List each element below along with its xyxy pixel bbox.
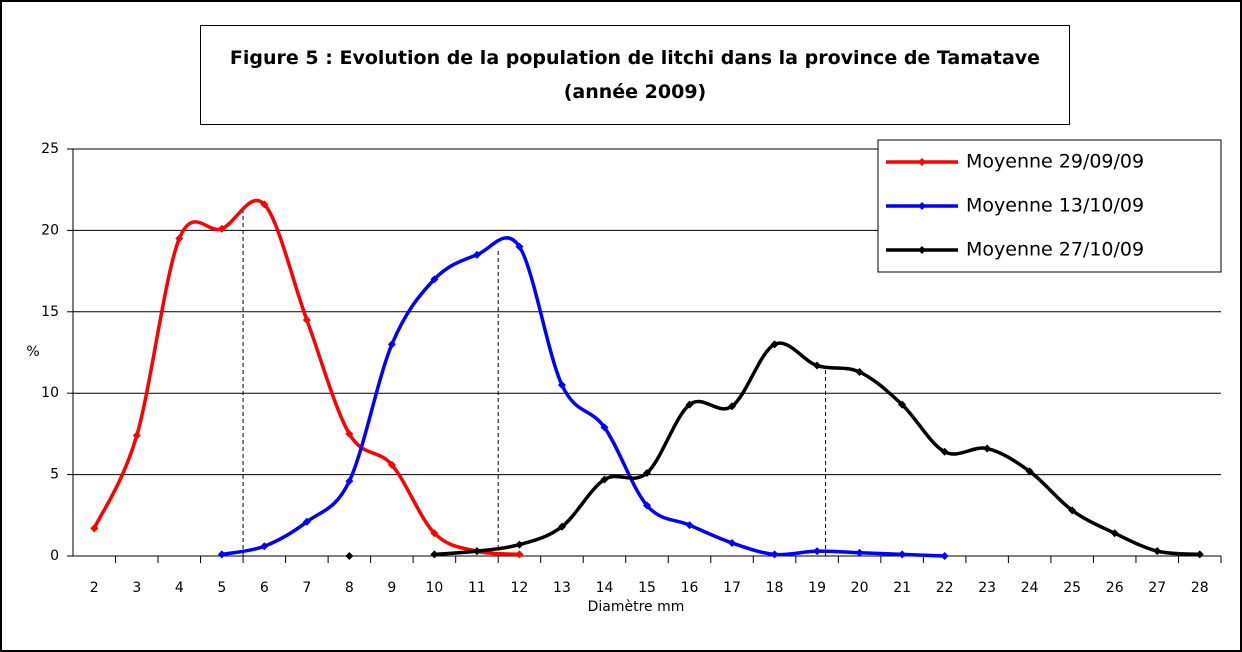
marker	[728, 538, 737, 547]
x-tick-label: 6	[260, 580, 269, 596]
x-tick-label: 24	[1021, 580, 1039, 596]
marker	[557, 381, 566, 390]
marker	[728, 402, 737, 411]
x-tick-label: 4	[175, 580, 184, 596]
marker	[302, 517, 311, 526]
marker	[260, 200, 269, 209]
x-tick-label: 15	[638, 580, 656, 596]
marker	[515, 540, 524, 549]
y-tick-label: 10	[41, 385, 59, 401]
x-tick-label: 8	[345, 580, 354, 596]
marker	[600, 423, 609, 432]
y-tick-label: 20	[41, 222, 59, 238]
y-axis-label: %	[26, 344, 39, 360]
x-tick-label: 13	[553, 580, 571, 596]
x-tick-label: 27	[1148, 580, 1166, 596]
x-tick-label: 7	[302, 580, 311, 596]
legend-label: Moyenne 13/10/09	[966, 195, 1144, 217]
marker	[643, 468, 651, 477]
marker	[770, 340, 779, 349]
marker	[898, 550, 907, 559]
marker	[898, 400, 907, 409]
marker	[260, 542, 269, 551]
marker	[1025, 467, 1034, 476]
legend-label: Moyenne 29/09/09	[966, 151, 1144, 173]
marker	[1110, 529, 1119, 538]
marker	[1195, 550, 1204, 559]
marker	[387, 460, 396, 469]
marker	[1068, 506, 1077, 515]
marker	[643, 501, 651, 510]
x-tick-label: 25	[1063, 580, 1081, 596]
y-tick-label: 5	[50, 467, 59, 483]
marker	[345, 552, 354, 560]
marker	[472, 250, 481, 259]
marker	[600, 475, 609, 484]
x-tick-label: 20	[851, 580, 869, 596]
x-tick-label: 11	[468, 580, 486, 596]
marker	[430, 275, 439, 284]
marker	[685, 521, 694, 530]
x-tick-label: 18	[766, 580, 784, 596]
series-line	[92, 198, 520, 557]
x-tick-label: 3	[132, 580, 141, 596]
marker	[302, 315, 311, 324]
legend-marker	[918, 158, 926, 166]
x-tick-label: 22	[936, 580, 954, 596]
legend-label: Moyenne 27/10/09	[966, 239, 1144, 261]
marker	[472, 547, 481, 556]
marker	[770, 550, 779, 559]
marker	[983, 444, 992, 453]
legend-marker	[918, 246, 926, 254]
x-tick-label: 23	[978, 580, 996, 596]
marker	[557, 522, 566, 531]
marker	[387, 340, 396, 349]
x-tick-label: 14	[596, 580, 614, 596]
y-tick-label: 25	[41, 141, 59, 157]
x-tick-label: 28	[1191, 580, 1209, 596]
x-tick-label: 5	[217, 580, 226, 596]
marker	[345, 477, 354, 486]
marker	[1153, 547, 1162, 556]
marker	[515, 550, 524, 559]
series-line	[434, 341, 1200, 557]
marker	[132, 431, 141, 440]
marker	[90, 524, 99, 533]
x-tick-label: 10	[425, 580, 443, 596]
x-tick-label: 21	[893, 580, 911, 596]
marker	[430, 550, 439, 559]
series-line	[221, 236, 945, 558]
legend-marker	[918, 202, 926, 210]
x-tick-label: 9	[387, 580, 396, 596]
marker	[813, 547, 822, 556]
x-tick-label: 12	[511, 580, 529, 596]
marker	[855, 548, 864, 557]
marker	[940, 552, 949, 560]
marker	[685, 400, 694, 409]
marker	[175, 234, 184, 243]
marker	[515, 242, 524, 251]
chart-title: Figure 5 : Evolution de la population de…	[200, 25, 1070, 125]
y-tick-label: 15	[41, 304, 59, 320]
marker	[940, 447, 949, 456]
marker	[855, 368, 864, 377]
marker	[430, 529, 439, 538]
y-tick-label: 0	[50, 548, 59, 564]
x-tick-label: 16	[681, 580, 699, 596]
marker	[345, 429, 354, 438]
marker	[813, 361, 822, 370]
marker	[217, 550, 226, 559]
x-tick-label: 2	[90, 580, 99, 596]
x-tick-label: 17	[723, 580, 741, 596]
marker	[217, 224, 226, 233]
x-tick-label: 26	[1106, 580, 1124, 596]
x-axis-label: Diamètre mm	[588, 599, 685, 615]
x-tick-label: 19	[808, 580, 826, 596]
